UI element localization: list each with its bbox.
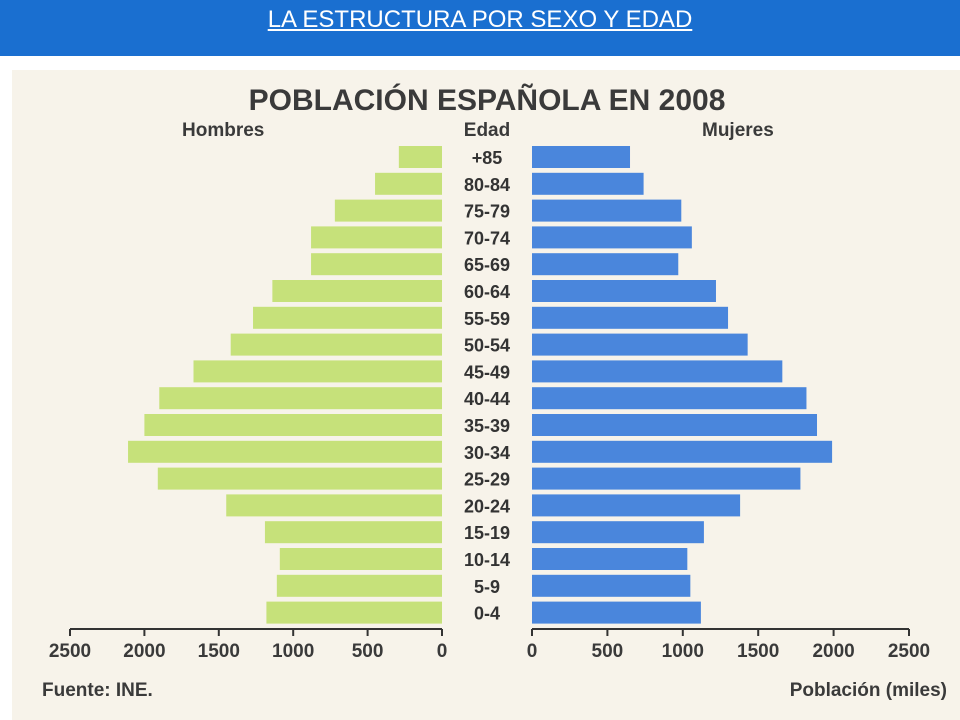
hombres-bar: [276, 574, 442, 597]
age-group-label: 35-39: [464, 416, 510, 436]
hombres-tick-label: 2000: [123, 641, 165, 662]
age-group-label: 60-64: [464, 282, 510, 302]
age-group-label: 50-54: [464, 336, 510, 356]
age-group-label: +85: [472, 148, 503, 168]
slide-title: LA ESTRUCTURA POR SEXO Y EDAD: [267, 6, 693, 33]
x-axis-label: Población (miles): [790, 680, 947, 701]
hombres-bar: [230, 333, 442, 356]
hombres-bar: [272, 280, 442, 302]
mujeres-tick-label: 2500: [888, 641, 930, 662]
age-group-label: 65-69: [464, 255, 510, 275]
chart-panel: POBLACIÓN ESPAÑOLA EN 2008 Hombres Edad …: [12, 70, 960, 720]
age-group-label: 75-79: [464, 202, 510, 222]
hombres-bars: [128, 146, 443, 624]
mujeres-bar: [532, 253, 679, 276]
mujeres-bar: [532, 333, 748, 356]
hombres-bar: [279, 548, 442, 570]
mujeres-bar: [532, 548, 688, 570]
mujeres-tick-label: 1000: [662, 641, 704, 662]
hombres-bar: [375, 172, 442, 195]
x-axes: 2500 2000 1500 1000 500 0 0 500 1000 1500 2000 2500: [49, 628, 930, 662]
hombres-tick-label: 0: [437, 641, 448, 662]
mujeres-bar: [532, 601, 701, 624]
mujeres-bar: [532, 172, 644, 195]
mujeres-tick-label: 1500: [737, 641, 779, 662]
mujeres-label: Mujeres: [702, 120, 774, 141]
hombres-tick-label: 1000: [272, 641, 314, 662]
hombres-bar: [193, 360, 442, 383]
age-group-label: 20-24: [464, 496, 510, 516]
mujeres-bar: [532, 280, 716, 302]
mujeres-bar: [532, 387, 807, 410]
mujeres-bar: [532, 226, 692, 249]
edad-label: Edad: [464, 120, 510, 141]
age-group-label: 0-4: [474, 604, 500, 624]
age-group-label: 15-19: [464, 523, 510, 543]
header-band: [0, 0, 960, 56]
mujeres-bar: [532, 199, 682, 222]
hombres-bar: [253, 306, 442, 329]
mujeres-bar: [532, 521, 704, 544]
hombres-bar: [157, 467, 443, 490]
age-group-label: 10-14: [464, 550, 510, 570]
hombres-tick-label: 500: [352, 641, 384, 662]
mujeres-bar: [532, 467, 801, 490]
age-group-label: 45-49: [464, 362, 510, 382]
hombres-bar: [226, 494, 442, 517]
hombres-bar: [334, 199, 442, 222]
age-group-label: 25-29: [464, 470, 510, 490]
mujeres-bar: [532, 360, 783, 383]
age-group-label: 40-44: [464, 389, 510, 409]
age-group-label: 70-74: [464, 228, 510, 248]
chart-title: POBLACIÓN ESPAÑOLA EN 2008: [249, 83, 726, 117]
hombres-tick-label: 1500: [198, 641, 240, 662]
mujeres-bar: [532, 574, 691, 597]
age-group-label: 30-34: [464, 443, 510, 463]
hombres-bar: [264, 521, 442, 544]
age-group-label: 5-9: [474, 577, 500, 597]
age-group-label: 55-59: [464, 309, 510, 329]
hombres-tick-label: 2500: [49, 641, 91, 662]
mujeres-bar: [532, 306, 729, 329]
mujeres-tick-label: 0: [527, 641, 538, 662]
mujeres-bar: [532, 494, 741, 517]
mujeres-bars: [532, 146, 833, 624]
source-note: Fuente: INE.: [42, 680, 153, 701]
age-group-label: 80-84: [464, 175, 510, 195]
hombres-bar: [311, 226, 442, 249]
hombres-bar: [128, 440, 443, 463]
age-labels: +85 80-84 75-79 70-74 65-69 60-64 55-59 50-54 45…: [464, 148, 510, 624]
hombres-bar: [398, 146, 442, 168]
hombres-bar: [311, 253, 442, 276]
mujeres-bar: [532, 146, 631, 168]
hombres-bar: [266, 601, 442, 624]
mujeres-tick-label: 2000: [812, 641, 854, 662]
mujeres-bar: [532, 414, 818, 436]
hombres-bar: [144, 414, 442, 436]
mujeres-tick-label: 500: [592, 641, 624, 662]
hombres-label: Hombres: [182, 120, 264, 141]
hombres-bar: [159, 387, 442, 410]
mujeres-bar: [532, 440, 833, 463]
population-pyramid-chart: POBLACIÓN ESPAÑOLA EN 2008 Hombres Edad …: [42, 83, 947, 701]
